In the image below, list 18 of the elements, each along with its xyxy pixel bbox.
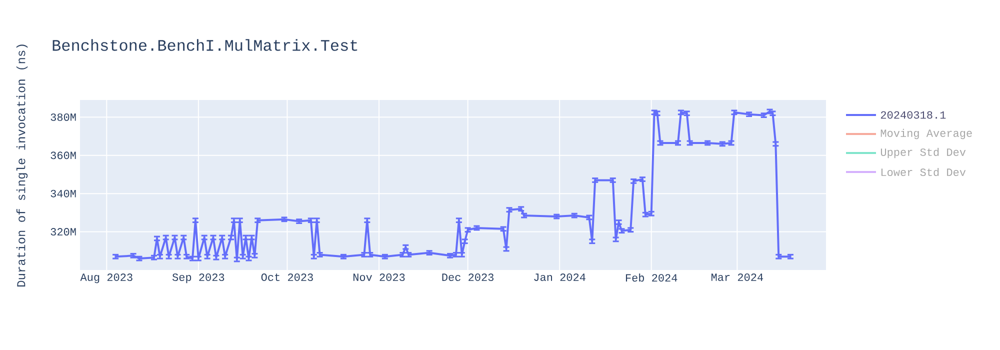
y-tick-label: 340M: [50, 190, 76, 198]
x-tick-label: Nov 2023: [353, 274, 405, 281]
x-tick-label: Dec 2023: [442, 274, 494, 281]
legend-label: 20240318.1: [880, 111, 946, 119]
chart-title: Benchstone.BenchI.MulMatrix.Test: [52, 39, 358, 51]
x-tick-label: Mar 2024: [711, 274, 764, 281]
y-tick-label: 360M: [50, 152, 76, 160]
x-tick-label: Jan 2024: [534, 274, 586, 281]
x-tick-label: Oct 2023: [261, 274, 313, 281]
legend-label: Moving Average: [880, 128, 972, 140]
legend-label: Upper Std Dev: [880, 148, 966, 158]
x-tick-label: Aug 2023: [80, 274, 132, 284]
y-tick-label: 320M: [50, 228, 76, 236]
x-tick-label: Feb 2024: [626, 274, 678, 282]
x-tick-label: Sep 2023: [172, 274, 224, 284]
legend-label: Lower Std Dev: [881, 168, 966, 176]
y-axis-title: Duration of single invocation (ns): [16, 44, 28, 286]
y-tick-label: 380M: [50, 113, 76, 121]
